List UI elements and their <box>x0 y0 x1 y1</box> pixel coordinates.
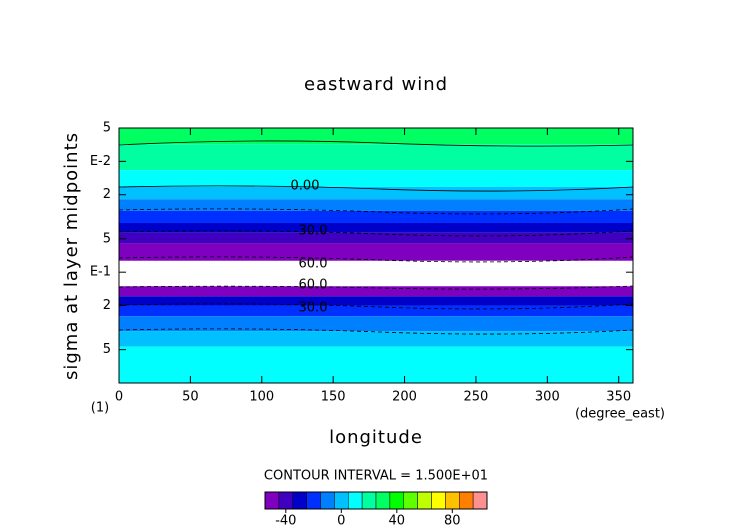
colorbar-box <box>292 491 307 510</box>
y-tick-label: 2 <box>103 187 111 202</box>
colorbar-box <box>459 491 474 510</box>
y-tick-label: 5 <box>103 121 111 136</box>
colorbar-box <box>445 491 460 510</box>
contour-band <box>119 170 633 187</box>
colorbar-box <box>417 491 432 510</box>
contour-band <box>119 199 633 211</box>
contour-band <box>119 243 633 261</box>
colorbar-box <box>403 491 418 510</box>
colorbar-box <box>264 491 280 510</box>
colorbar-box <box>320 491 335 510</box>
y-tick-label: E-1 <box>90 265 111 280</box>
colorbar-box <box>361 491 377 510</box>
colorbar-tick-label: 40 <box>389 514 406 529</box>
contour-line <box>118 230 634 237</box>
y-tick-label: 2 <box>103 298 111 313</box>
contour-label: 60.0 <box>299 257 328 272</box>
colorbar-box <box>431 491 446 510</box>
contour-label: 30.0 <box>299 301 328 316</box>
contour-line <box>118 328 634 335</box>
contour-band <box>119 305 633 317</box>
x-tick-label: 200 <box>392 390 417 405</box>
x-tick-label: 300 <box>535 390 560 405</box>
x-tick-label: 150 <box>321 390 346 405</box>
contour-line <box>118 185 634 192</box>
contour-label: 60.0 <box>299 278 328 293</box>
colorbar-box <box>389 491 404 510</box>
colorbar-box <box>334 491 349 510</box>
contour-label: 0.00 <box>291 179 320 194</box>
colorbar-box <box>306 491 321 510</box>
contour-line <box>118 208 634 215</box>
contour-interval: CONTOUR INTERVAL = 1.500E+01 <box>264 469 488 484</box>
x-unit: (degree_east) <box>575 407 665 422</box>
colorbar-tick-label: 0 <box>337 514 345 529</box>
contour-band <box>119 346 633 383</box>
x-tick-label: 0 <box>115 390 123 405</box>
colorbar-box <box>348 491 363 510</box>
x-tick-label: 250 <box>464 390 489 405</box>
colorbar-tick-label: 80 <box>444 514 461 529</box>
contour-lines <box>118 140 634 335</box>
colorbar-box <box>375 491 391 510</box>
axes: 0 50 100 150 200 250 300 350 5 E-2 2 5 E-1 2 5 <box>90 121 634 405</box>
contour-band <box>119 296 633 306</box>
colorbar-frame <box>264 491 488 510</box>
contour-label: 30.0 <box>299 224 328 239</box>
contour-line <box>118 256 634 263</box>
contour-band <box>119 260 633 287</box>
contour-line <box>118 285 634 290</box>
x-axis-label: longitude <box>329 427 423 448</box>
y-tick-label: 5 <box>103 342 111 357</box>
y-tick-label: 5 <box>103 231 111 246</box>
y-axis-label: sigma at layer midpoints <box>61 132 82 380</box>
contour-band <box>119 232 633 244</box>
contour-line <box>118 303 634 310</box>
contour-line <box>118 140 634 147</box>
x-tick-label: 50 <box>182 390 199 405</box>
contour-band <box>119 316 633 332</box>
x-tick-label: 350 <box>606 390 631 405</box>
colorbar-tick-label: -40 <box>275 514 296 529</box>
y-tick-label: E-2 <box>90 154 111 169</box>
plot-area: 0.00 30.0 60.0 60.0 30.0 <box>119 128 633 383</box>
x-tick-label: 100 <box>249 390 274 405</box>
contour-band <box>119 186 633 200</box>
contour-band <box>119 128 633 145</box>
contour-band <box>119 331 633 347</box>
colorbar: -40 0 40 80 <box>264 491 488 529</box>
chart-title: eastward wind <box>304 74 448 95</box>
y-unit: (1) <box>91 401 109 416</box>
plot-frame <box>118 127 634 384</box>
contour-band <box>119 286 633 297</box>
contour-band <box>119 223 633 233</box>
colorbar-box <box>472 491 488 510</box>
contour-band <box>119 144 633 171</box>
colorbar-box <box>278 491 293 510</box>
